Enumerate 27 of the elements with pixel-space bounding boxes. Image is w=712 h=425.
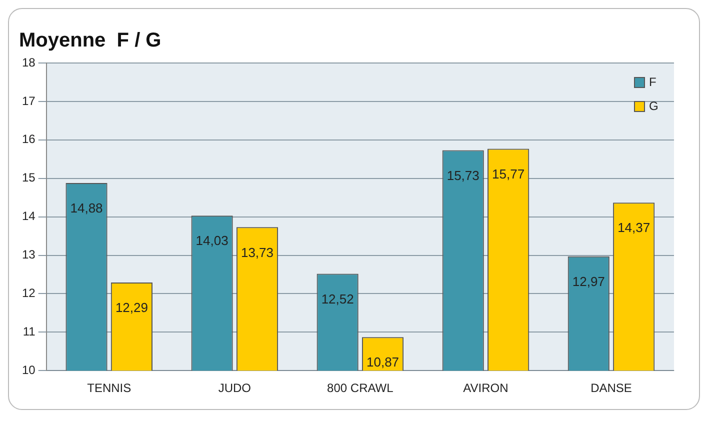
y-tick-label: 11 <box>22 324 36 338</box>
legend-label: F <box>649 75 656 89</box>
y-tick-label: 15 <box>22 170 36 185</box>
data-label: 14,88 <box>70 200 103 216</box>
y-tick-label: 12 <box>22 286 36 300</box>
data-label: 14,03 <box>196 233 228 248</box>
data-label: 10,87 <box>366 354 400 370</box>
chart-title: Moyenne F / G <box>19 30 162 52</box>
y-tick-label: 14 <box>22 209 36 224</box>
data-label: 12,52 <box>321 291 354 306</box>
data-label: 12,97 <box>572 274 605 289</box>
data-label: 14,37 <box>618 220 650 236</box>
data-label: 15,73 <box>446 168 480 183</box>
data-label: 12,29 <box>115 300 148 316</box>
y-tick-label: 16 <box>22 132 36 146</box>
y-tick-label: 13 <box>22 248 36 262</box>
x-tick-label: JUDO <box>218 381 251 396</box>
data-label: 13,73 <box>240 244 274 260</box>
data-label: 15,77 <box>492 166 525 182</box>
y-tick-label: 18 <box>22 55 36 70</box>
x-tick-label: 800 CRAWL <box>327 381 394 396</box>
x-tick-label: TENNIS <box>87 381 132 396</box>
y-tick-label: 17 <box>22 94 36 108</box>
legend-label: G <box>649 99 658 113</box>
x-tick-label: DANSE <box>590 381 632 396</box>
y-tick-label: 10 <box>22 362 36 377</box>
x-tick-label: AVIRON <box>463 381 508 396</box>
